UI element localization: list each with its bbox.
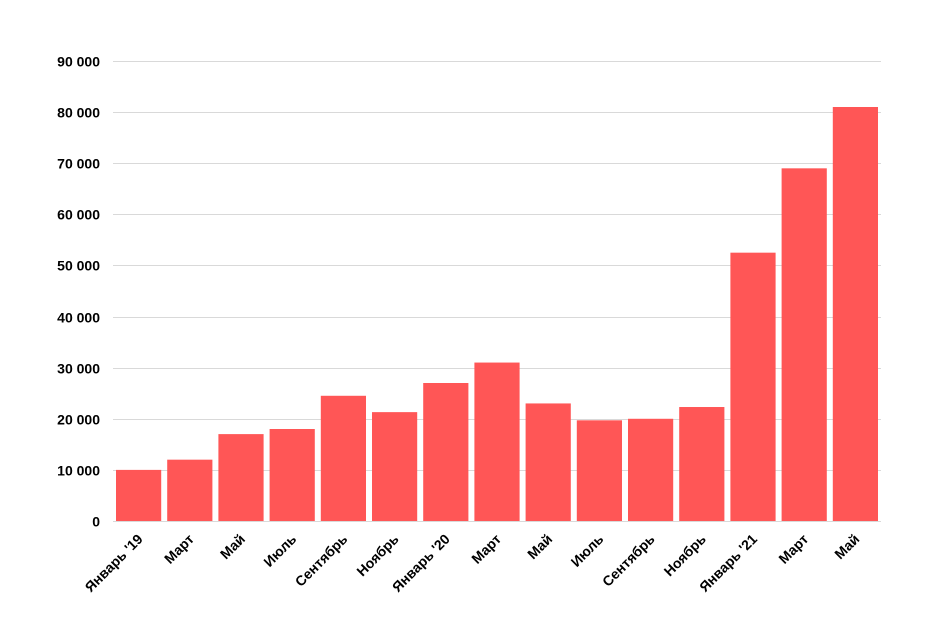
y-tick-label: 50 000 [57, 258, 100, 274]
y-tick-label: 0 [92, 514, 100, 530]
bar [525, 403, 571, 521]
y-tick-label: 10 000 [57, 463, 100, 479]
x-tick-label: Ноябрь [661, 531, 710, 580]
bar [218, 434, 264, 521]
x-tick-label: Март [161, 531, 197, 567]
y-tick-label: 90 000 [57, 54, 100, 70]
bar [730, 252, 776, 522]
bar [320, 395, 366, 521]
x-tick-label: Июль [568, 531, 607, 570]
bar [269, 429, 315, 521]
bar [116, 469, 162, 521]
y-tick-label: 30 000 [57, 361, 100, 377]
x-tick-label: Май [524, 531, 555, 562]
bar [628, 418, 674, 521]
bar [679, 407, 725, 521]
x-tick-label: Март [775, 531, 811, 567]
x-tick-label: Июль [260, 531, 299, 570]
x-tick-label: Май [831, 531, 862, 562]
bar [372, 412, 418, 521]
x-tick-label: Сентябрь [292, 531, 351, 590]
bar [576, 420, 622, 521]
y-tick-label: 70 000 [57, 156, 100, 172]
x-tick-label: Март [468, 531, 504, 567]
x-tick-label: Январь '19 [82, 531, 146, 595]
y-tick-label: 60 000 [57, 207, 100, 223]
bar [781, 168, 827, 521]
y-tick-label: 20 000 [57, 412, 100, 428]
y-tick-label: 80 000 [57, 105, 100, 121]
bar [423, 383, 469, 521]
bar [167, 459, 213, 521]
y-tick-label: 40 000 [57, 310, 100, 326]
x-tick-label: Сентябрь [599, 531, 658, 590]
x-tick-label: Ноябрь [353, 531, 402, 580]
x-tick-label: Май [217, 531, 248, 562]
y-axis-tick-labels: 0 10 000 20 000 30 000 40 000 50 000 60 000 70 … [57, 54, 100, 530]
bar [474, 362, 520, 521]
bar [832, 107, 878, 521]
bars [116, 107, 878, 522]
